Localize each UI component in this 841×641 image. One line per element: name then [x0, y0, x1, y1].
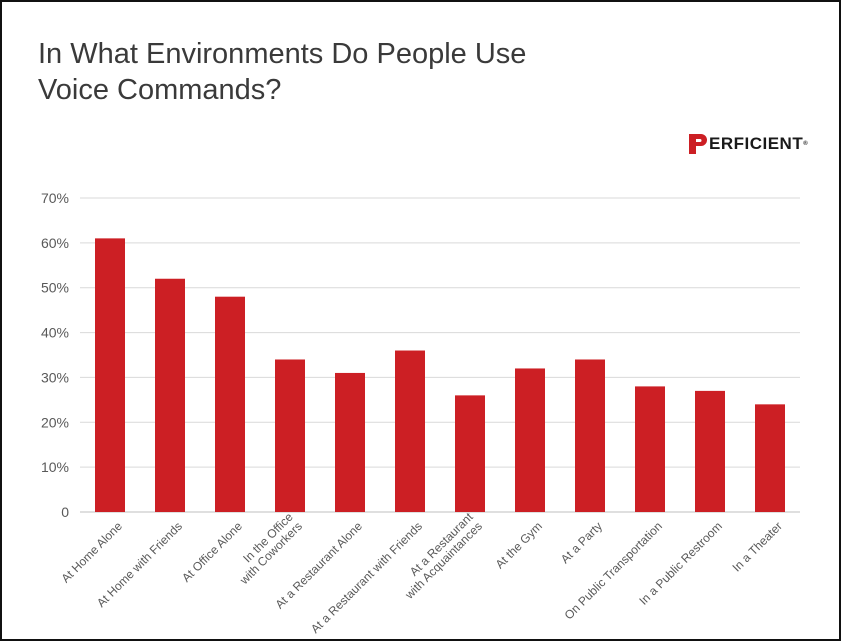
bar [755, 404, 785, 512]
perficient-p-mark-icon [689, 134, 707, 154]
y-tick-label: 20% [41, 414, 69, 430]
bar [695, 390, 725, 512]
y-tick-label: 40% [41, 325, 69, 341]
logo-wordmark: ERFICIENT [709, 134, 804, 153]
x-tick-label: In a Theater [729, 519, 785, 575]
y-tick-label: 70% [41, 190, 69, 206]
x-tick-label: At a Party [558, 519, 605, 566]
x-tick-label-line: At a Party [558, 519, 605, 566]
x-tick-label: On Public Transportation [562, 519, 665, 622]
bar [635, 386, 665, 512]
gridlines [80, 197, 800, 513]
y-tick-label: 50% [41, 280, 69, 296]
chart-title: In What Environments Do People Use Voice… [38, 36, 638, 108]
bar [575, 359, 605, 512]
bar [335, 372, 365, 512]
x-tick-label-line: On Public Transportation [562, 519, 665, 622]
perficient-logo: ERFICIENT ® [688, 133, 808, 155]
x-tick-label: At a Restaurantwith Acquaintances [393, 509, 486, 602]
title-line-2: Voice Commands? [38, 74, 282, 106]
x-tick-label-line: At Home Alone [58, 519, 125, 586]
bars [95, 238, 785, 512]
logo-trademark: ® [803, 141, 808, 147]
bar [95, 238, 125, 512]
bar [215, 296, 245, 512]
bar [155, 278, 185, 512]
bar [515, 368, 545, 512]
x-tick-label: In the Officewith Coworkers [227, 510, 305, 588]
x-tick-label: At a Restaurant with Friends [308, 519, 425, 636]
x-tick-label-line: In a Theater [729, 519, 785, 575]
y-tick-label: 30% [41, 369, 69, 385]
x-tick-label: At the Gym [493, 519, 545, 571]
bar [455, 395, 485, 512]
bar [275, 359, 305, 512]
x-tick-label-line: At the Gym [493, 519, 545, 571]
title-line-1: In What Environments Do People Use [38, 38, 527, 70]
bar [395, 350, 425, 512]
x-tick-label-line: At Office Alone [179, 519, 245, 585]
x-tick-label: At Office Alone [179, 519, 245, 585]
x-tick-label-line: At a Restaurant with Friends [308, 519, 425, 636]
y-tick-label: 0 [61, 504, 69, 520]
x-tick-label: At Home Alone [58, 519, 125, 586]
y-tick-label: 10% [41, 459, 69, 475]
y-axis-ticks: 0 10% 20% 30% 40% 50% 60% 70% [41, 190, 69, 520]
y-tick-label: 60% [41, 235, 69, 251]
